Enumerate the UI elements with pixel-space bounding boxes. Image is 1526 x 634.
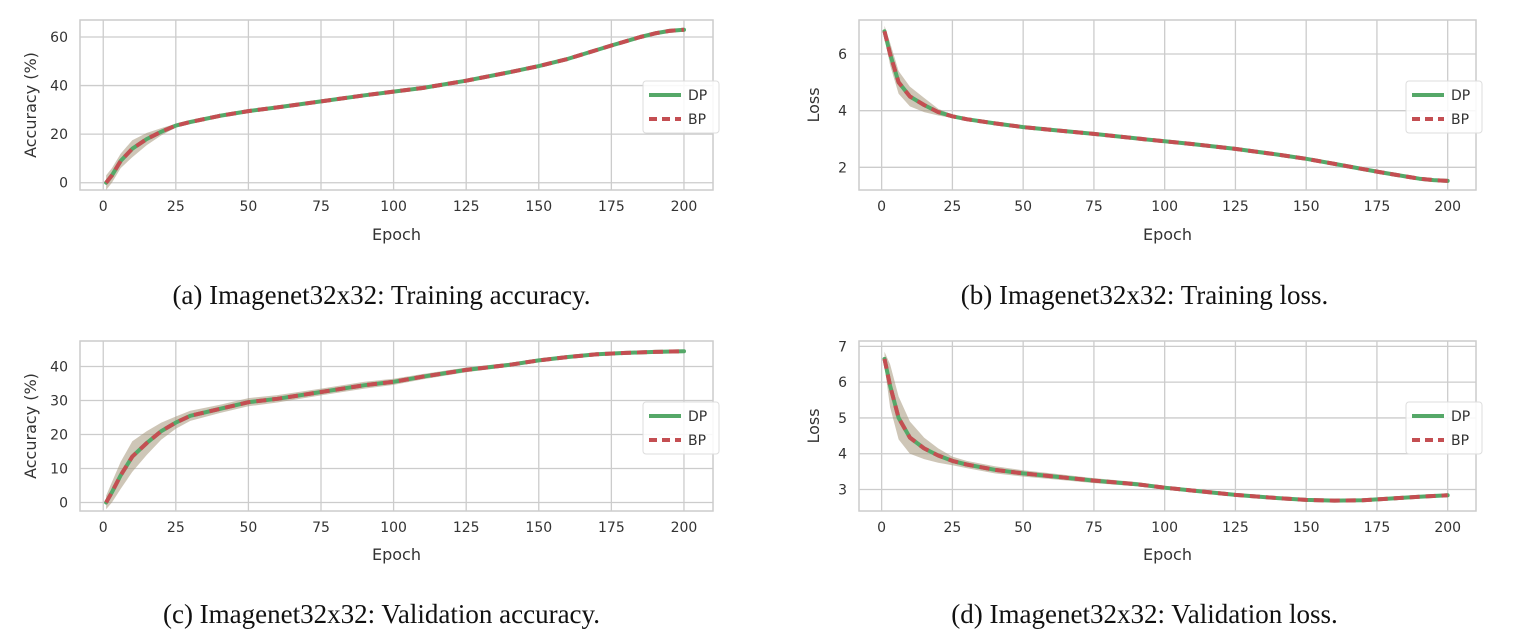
y-tick-label: 40 xyxy=(50,360,68,376)
legend-label-dp: DP xyxy=(1451,88,1470,104)
x-tick-label: 100 xyxy=(1151,520,1178,536)
x-tick-label: 175 xyxy=(598,520,625,536)
x-tick-label: 150 xyxy=(1293,520,1320,536)
variability-band xyxy=(106,29,685,190)
legend-box xyxy=(642,401,720,455)
y-tick-label: 2 xyxy=(838,160,847,176)
plot-frame xyxy=(858,19,1477,191)
y-tick-label: 5 xyxy=(838,411,847,427)
x-tick-label: 75 xyxy=(312,520,330,536)
y-tick-label: 4 xyxy=(838,447,847,463)
legend-box xyxy=(642,80,720,134)
panel-validation-accuracy: 0 25 50 75 100 125 150 175 200 0 10 20 30 40 Epoch Accu… xyxy=(0,317,763,634)
legend-label-bp: BP xyxy=(688,112,706,128)
x-tick-label: 100 xyxy=(380,520,407,536)
x-tick-label: 0 xyxy=(99,199,108,215)
x-tick-label: 50 xyxy=(239,520,257,536)
x-tick-label: 200 xyxy=(1434,199,1461,215)
legend-label-dp: DP xyxy=(688,409,707,425)
x-axis-label: Epoch xyxy=(1143,545,1192,564)
y-axis-label: Accuracy (%) xyxy=(21,373,40,479)
caption-training-loss: (b) Imagenet32x32: Training loss. xyxy=(960,280,1329,310)
x-tick-label: 150 xyxy=(525,199,552,215)
x-tick-label: 75 xyxy=(1085,199,1103,215)
x-tick-label: 25 xyxy=(943,520,961,536)
x-tick-label: 25 xyxy=(167,520,185,536)
x-tick-label: 0 xyxy=(877,199,886,215)
x-tick-label: 200 xyxy=(671,520,698,536)
y-tick-label: 3 xyxy=(838,483,847,499)
y-tick-label: 40 xyxy=(50,79,68,95)
y-tick-label: 10 xyxy=(50,462,68,478)
series-line-dp xyxy=(104,349,686,505)
chart-training-loss: 0 25 50 75 100 125 150 175 200 2 4 6 Epoch Loss DP BP xyxy=(804,19,1483,244)
panel-validation-loss: 0 25 50 75 100 125 150 175 200 3 4 5 6 7 Epoch Loss DP BP… xyxy=(763,317,1526,634)
y-tick-label: 6 xyxy=(838,47,847,63)
legend-label-dp: DP xyxy=(688,88,707,104)
x-tick-label: 75 xyxy=(312,199,330,215)
legend-label-bp: BP xyxy=(688,433,706,449)
series-line-dp xyxy=(104,27,686,185)
x-tick-label: 25 xyxy=(167,199,185,215)
caption-training-accuracy: (a) Imagenet32x32: Training accuracy. xyxy=(172,280,591,310)
y-axis-label: Loss xyxy=(804,408,823,443)
y-axis-label: Accuracy (%) xyxy=(21,52,40,158)
caption-validation-loss: (d) Imagenet32x32: Validation loss. xyxy=(951,599,1338,629)
legend-label-bp: BP xyxy=(1451,112,1469,128)
chart-validation-accuracy: 0 25 50 75 100 125 150 175 200 0 10 20 30 40 Epoch Accu… xyxy=(21,340,720,564)
x-tick-label: 50 xyxy=(1014,199,1032,215)
y-tick-label: 0 xyxy=(59,496,68,512)
y-tick-label: 7 xyxy=(838,339,847,355)
variability-band xyxy=(884,351,1448,502)
x-tick-label: 125 xyxy=(1222,520,1249,536)
x-tick-label: 125 xyxy=(453,520,480,536)
x-tick-label: 25 xyxy=(943,199,961,215)
y-tick-label: 4 xyxy=(838,104,847,120)
x-tick-label: 100 xyxy=(1151,199,1178,215)
x-tick-label: 175 xyxy=(1364,199,1391,215)
chart-validation-loss: 0 25 50 75 100 125 150 175 200 3 4 5 6 7 Epoch Loss DP BP xyxy=(804,339,1483,564)
series-line-bp xyxy=(882,358,1448,503)
y-tick-label: 60 xyxy=(50,30,68,46)
x-axis-label: Epoch xyxy=(1143,225,1192,244)
x-tick-label: 100 xyxy=(380,199,407,215)
x-tick-label: 0 xyxy=(877,520,886,536)
series-line-dp xyxy=(882,356,1450,503)
chart-training-accuracy: 0 25 50 75 100 125 150 175 200 0 20 40 60 Epoch Accura… xyxy=(21,19,720,244)
plot-frame xyxy=(858,340,1477,512)
x-tick-label: 175 xyxy=(1364,520,1391,536)
x-tick-label: 150 xyxy=(1293,199,1320,215)
x-tick-label: 50 xyxy=(1014,520,1032,536)
x-tick-label: 175 xyxy=(598,199,625,215)
x-axis-label: Epoch xyxy=(372,225,421,244)
x-axis-label: Epoch xyxy=(372,545,421,564)
y-axis-label: Loss xyxy=(804,87,823,122)
x-tick-label: 125 xyxy=(1222,199,1249,215)
variability-band xyxy=(106,350,685,510)
variability-band xyxy=(884,25,1448,182)
x-tick-label: 0 xyxy=(99,520,108,536)
legend-box xyxy=(1405,401,1483,455)
x-tick-label: 200 xyxy=(671,199,698,215)
y-tick-label: 6 xyxy=(838,375,847,391)
panel-training-accuracy: 0 25 50 75 100 125 150 175 200 0 20 40 60 Epoch Accura… xyxy=(0,0,763,317)
series-line-bp xyxy=(882,30,1448,183)
legend-label-bp: BP xyxy=(1451,433,1469,449)
y-tick-label: 0 xyxy=(59,176,68,192)
x-tick-label: 50 xyxy=(239,199,257,215)
series-line-bp xyxy=(104,349,685,504)
x-tick-label: 125 xyxy=(453,199,480,215)
legend-label-dp: DP xyxy=(1451,409,1470,425)
caption-validation-accuracy: (c) Imagenet32x32: Validation accuracy. xyxy=(162,599,601,629)
series-line-bp xyxy=(104,27,685,184)
y-tick-label: 20 xyxy=(50,428,68,444)
x-tick-label: 75 xyxy=(1085,520,1103,536)
panel-training-loss: 0 25 50 75 100 125 150 175 200 2 4 6 Epoch Loss DP BP (… xyxy=(763,0,1526,317)
y-tick-label: 20 xyxy=(50,127,68,143)
x-tick-label: 150 xyxy=(525,520,552,536)
y-tick-label: 30 xyxy=(50,394,68,410)
legend-box xyxy=(1405,80,1483,134)
x-tick-label: 200 xyxy=(1434,520,1461,536)
